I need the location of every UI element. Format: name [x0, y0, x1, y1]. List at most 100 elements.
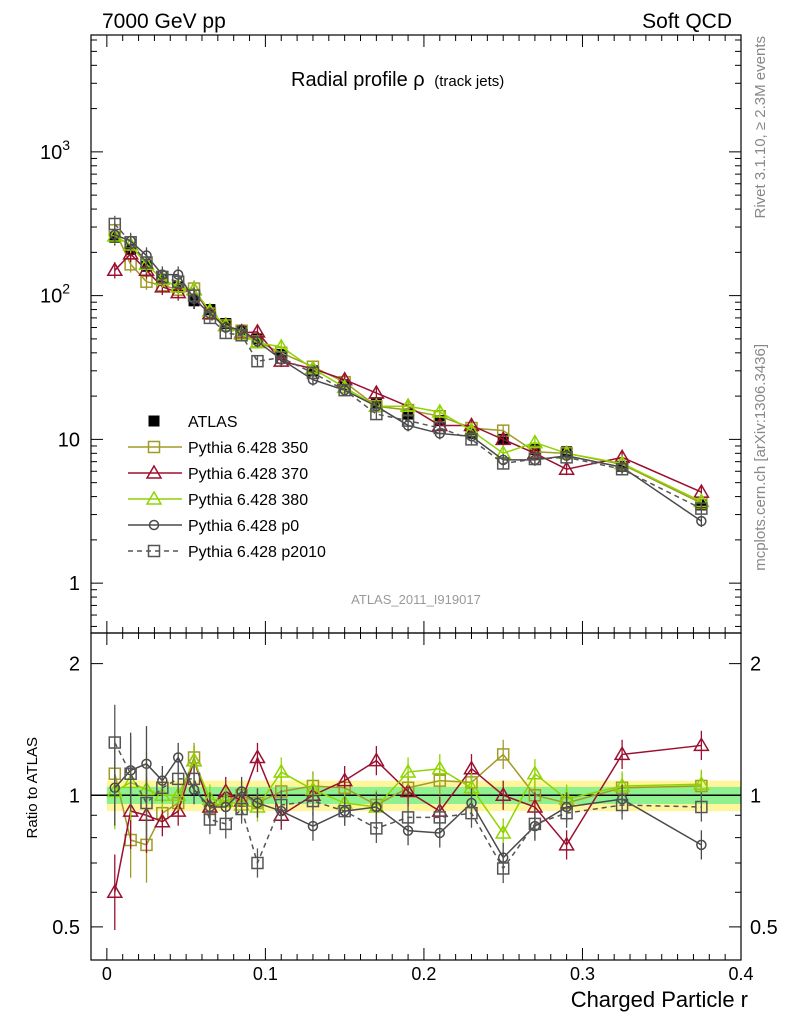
main-series-5-point: [465, 433, 478, 446]
ratio-series-4-point: [124, 767, 137, 780]
ratio-y-tick-label-right: 0.5: [750, 917, 778, 939]
ratio-series-1-point: [613, 745, 631, 761]
legend-marker: [147, 544, 161, 558]
ratio-series-2-point: [494, 824, 512, 839]
ratio-series-1-point: [558, 836, 575, 851]
ratio-series-1-point: [154, 813, 171, 828]
main-series-2-point: [106, 261, 124, 277]
ratio-series-1-point: [368, 752, 385, 767]
main-series-5-point: [370, 407, 383, 421]
main-series-5-point: [338, 383, 351, 397]
ratio-series-1-point: [106, 883, 124, 899]
ratio-series-4-line: [114, 742, 702, 870]
legend-label: Pythia 6.428 370: [188, 466, 308, 483]
x-tick-label: 0: [102, 964, 112, 984]
main-plot-title: Radial profile ρ (track jets): [291, 69, 504, 91]
ratio-series-4-point: [401, 811, 415, 824]
ratio-y-tick-label-right: 1: [750, 785, 761, 807]
ratio-series-3-point: [696, 839, 707, 851]
ratio-series-0-line: [114, 753, 702, 846]
ratio-series-4-point: [235, 802, 248, 816]
x-tick-label: 0.4: [728, 964, 753, 984]
y-tick-exponent: 2: [62, 281, 70, 297]
main-series-5-point: [187, 289, 201, 302]
ratio-series-2-point: [169, 786, 187, 802]
main-plot-title-suffix: (track jets): [434, 73, 504, 90]
ratio-series-4-point: [433, 811, 447, 824]
ratio-series-4-point: [219, 817, 233, 831]
ratio-series-3-point: [252, 797, 263, 809]
main-series-5-point: [560, 451, 573, 464]
side-rivet-label: Rivet 3.1.10, ≥ 2.3M events: [752, 36, 769, 219]
ratio-series-3-point: [172, 752, 184, 763]
ratio-series-2-point: [399, 763, 417, 778]
main-series-4-point: [252, 336, 263, 347]
ratio-series-0-point: [496, 748, 510, 761]
main-series-4-point: [696, 515, 707, 527]
main-series-5-point: [528, 452, 542, 466]
main-series-4-line: [114, 234, 702, 522]
main-series-2-point: [154, 278, 171, 293]
main-series-2-point: [122, 245, 139, 260]
legend-marker: [145, 464, 163, 479]
ratio-series-2-point: [272, 763, 290, 778]
main-series-5-point: [219, 326, 233, 340]
legend-label: Pythia 6.428 380: [188, 492, 308, 509]
main-series-5-point: [251, 354, 264, 368]
ratio-series-4-point: [274, 798, 288, 812]
ratio-series-4-point: [108, 736, 122, 749]
ratio-series-3-point: [109, 782, 121, 794]
ratio-series-3-line: [114, 756, 702, 859]
main-series-5-point: [124, 236, 137, 249]
legend-marker: [145, 490, 163, 505]
ratio-series-4-point: [465, 806, 478, 820]
y-tick-label: 103: [40, 137, 70, 164]
legend-label: ATLAS: [188, 414, 238, 431]
y-tick-label: 102: [40, 281, 70, 308]
legend-marker: [147, 440, 161, 454]
ratio-series-1-point: [494, 786, 512, 802]
legend-label: Pythia 6.428 p0: [188, 518, 299, 535]
ratio-series-1-point: [169, 802, 187, 817]
main-series-5-point: [156, 270, 169, 284]
y-tick-label: 1: [69, 573, 80, 595]
x-tick-label: 0.3: [570, 964, 595, 984]
main-series-5-point: [140, 256, 153, 269]
ratio-series-4-point: [251, 856, 264, 870]
main-series-3-point: [526, 434, 544, 449]
ratio-ylabel: Ratio to ATLAS: [24, 737, 41, 838]
x-axis-label: Charged Particle r: [571, 987, 748, 1012]
main-series-5-point: [615, 462, 629, 476]
ratio-y-tick-label: 1: [69, 785, 80, 807]
legend-label: Pythia 6.428 350: [188, 440, 308, 457]
main-series-5-point: [306, 366, 320, 380]
ratio-series-2-line: [114, 758, 702, 835]
ratio-series-4-point: [695, 800, 708, 814]
x-tick-label: 0.2: [411, 964, 436, 984]
ratio-series-4-point: [370, 822, 383, 835]
ratio-y-tick-label: 2: [69, 654, 80, 676]
ratio-series-1-point: [693, 736, 710, 752]
header-energy-label: 7000 GeV pp: [102, 10, 226, 33]
watermark-label: ATLAS_2011_I919017: [351, 592, 481, 607]
main-series-2-point: [272, 352, 290, 367]
main-series-2-point: [558, 460, 575, 475]
main-series-5-point: [401, 414, 415, 427]
header-category-label: Soft QCD: [642, 10, 732, 33]
main-plot-title-text: Radial profile ρ: [291, 69, 425, 91]
y-tick-label: 10: [58, 429, 80, 451]
plot-layer: 0 0.1 0.2 0.3 0.4 1 10 102 103 0.5 0.5 1 1 2 2 ATLAS Pyt…: [40, 34, 778, 984]
ratio-series-3-point: [307, 820, 319, 832]
main-series-2-point: [494, 430, 512, 446]
ratio-series-4-point: [496, 862, 510, 875]
main-series-3-line: [114, 235, 702, 503]
ratio-series-4-point: [306, 794, 320, 808]
main-series-5-point: [496, 457, 510, 470]
main-series-5-point: [695, 502, 708, 515]
ratio-series-4-point: [338, 804, 351, 818]
ratio-series-4-point: [156, 781, 169, 795]
x-tick-label: 0.1: [253, 964, 278, 984]
main-series-1-line: [114, 229, 702, 504]
ratio-series-4-point: [528, 817, 542, 831]
